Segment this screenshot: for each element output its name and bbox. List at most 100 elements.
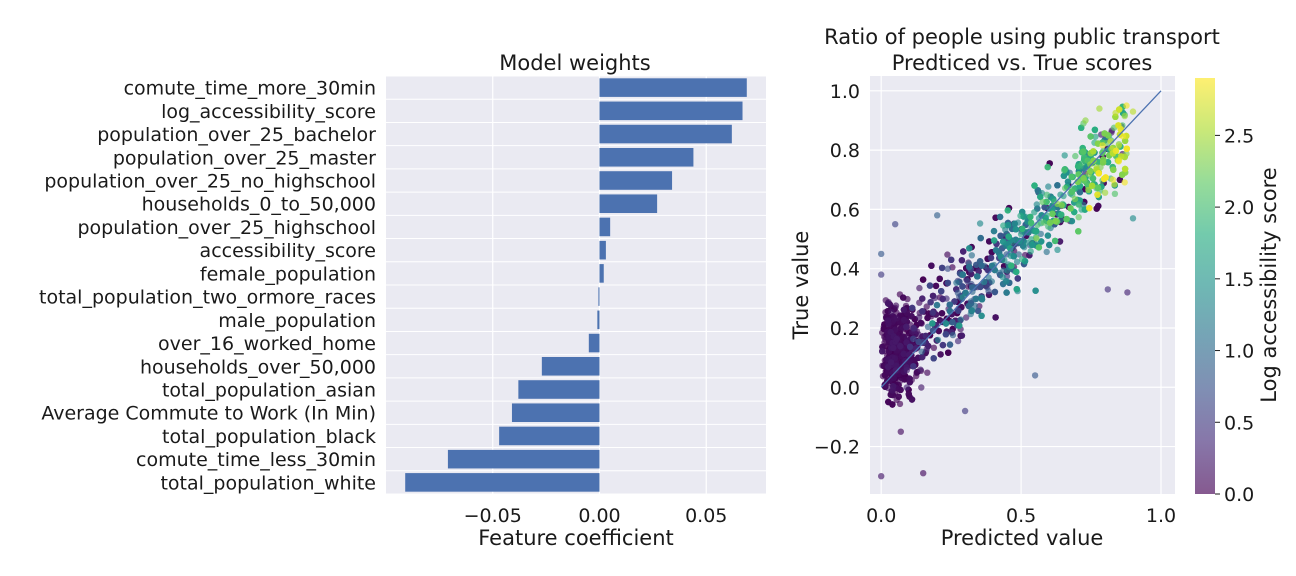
- scatter-point: [1003, 278, 1010, 285]
- scatter-point: [1043, 191, 1051, 198]
- scatter-point: [1052, 217, 1059, 225]
- scatter-point: [953, 279, 960, 286]
- scatter-point: [885, 363, 892, 371]
- scatter-point: [1008, 262, 1015, 269]
- scatter-point: [903, 384, 910, 391]
- scatter-point: [1064, 178, 1072, 185]
- scatter-point: [1058, 202, 1065, 209]
- scatter-point: [1027, 248, 1034, 255]
- scatter-point: [1014, 219, 1022, 226]
- scatter-point: [954, 289, 962, 297]
- bar: [405, 473, 600, 492]
- scatter-point: [978, 312, 985, 319]
- scatter-point: [900, 316, 908, 324]
- scatter-point: [1119, 133, 1127, 140]
- scatter-point: [999, 238, 1007, 245]
- scatter-point: [1007, 252, 1014, 260]
- scatter-point: [942, 320, 950, 327]
- scatter-point: [933, 301, 941, 309]
- scatter-point: [1060, 192, 1067, 200]
- scatter-point: [900, 306, 908, 313]
- scatter-point: [1058, 211, 1065, 218]
- scatter-point: [1080, 174, 1087, 182]
- scatter-point: [887, 359, 895, 366]
- scatter-point: [968, 252, 975, 259]
- scatter-point: [1038, 238, 1045, 245]
- bar-category-label: households_over_50,000: [140, 356, 376, 378]
- scatter-point: [971, 302, 978, 309]
- scatter-point: [1004, 207, 1011, 214]
- scatter-point: [923, 346, 930, 353]
- scatter-point: [984, 284, 991, 291]
- scatter-point: [882, 380, 889, 387]
- bar: [588, 333, 600, 353]
- scatter-point: [888, 308, 895, 316]
- scatter-point: [919, 308, 926, 315]
- scatter-point: [976, 220, 984, 227]
- bar-category-label: over_16_worked_home: [158, 333, 376, 355]
- scatter-point: [974, 273, 981, 280]
- scatter-point: [897, 428, 904, 435]
- colorbar-label: Log accessibility score: [1257, 167, 1281, 402]
- scatter-point: [917, 366, 924, 373]
- bar: [599, 147, 694, 167]
- bar-category-label: accessibility_score: [200, 240, 376, 262]
- scatter-point: [959, 283, 966, 290]
- scatter-chart: Ratio of people using public transport P…: [789, 25, 1220, 550]
- scatter-y-tick-label: 1.0: [830, 81, 860, 103]
- scatter-point: [990, 227, 998, 235]
- scatter-point: [978, 262, 985, 269]
- scatter-point: [878, 250, 885, 258]
- scatter-y-tick-label: −0.2: [814, 437, 860, 459]
- scatter-point: [1085, 170, 1093, 177]
- scatter-point: [1013, 268, 1020, 276]
- bar: [599, 124, 732, 144]
- scatter-point: [987, 254, 995, 262]
- scatter-point: [1112, 147, 1120, 154]
- scatter-point: [1041, 204, 1048, 211]
- scatter-point: [967, 270, 975, 278]
- scatter-point: [1019, 225, 1026, 233]
- scatter-point: [992, 314, 999, 321]
- scatter-y-axis-label: True value: [789, 231, 813, 341]
- bar: [597, 310, 600, 330]
- scatter-point: [917, 319, 924, 327]
- colorbar-tick-label: 1.0: [1224, 341, 1254, 363]
- colorbar-tick-label: 1.5: [1224, 269, 1254, 291]
- scatter-point: [1031, 209, 1038, 216]
- bar: [599, 240, 606, 260]
- bar: [518, 380, 600, 399]
- scatter-point: [1104, 286, 1112, 293]
- scatter-point: [977, 283, 984, 291]
- scatter-point: [1013, 258, 1021, 265]
- scatter-point: [893, 335, 900, 343]
- scatter-point: [918, 384, 925, 391]
- scatter-point: [938, 288, 945, 295]
- scatter-point: [1012, 226, 1020, 233]
- scatter-point: [1033, 201, 1041, 208]
- scatter-point: [1027, 213, 1034, 221]
- scatter-point: [1031, 372, 1039, 379]
- scatter-point: [966, 245, 973, 252]
- scatter-point: [879, 362, 886, 369]
- bar-category-label: Average Commute to Work (In Min): [41, 403, 376, 425]
- scatter-point: [957, 316, 965, 323]
- scatter-point: [906, 343, 914, 350]
- scatter-point: [931, 294, 938, 302]
- scatter-point: [1121, 112, 1128, 120]
- scatter-point: [1017, 230, 1025, 238]
- scatter-point: [955, 307, 962, 314]
- bar: [599, 101, 743, 121]
- scatter-point: [1101, 189, 1109, 196]
- scatter-point: [1037, 193, 1044, 201]
- bar: [598, 287, 600, 306]
- scatter-point: [1009, 238, 1016, 245]
- scatter-point: [1049, 210, 1056, 217]
- scatter-point: [1056, 238, 1064, 245]
- scatter-point: [909, 335, 917, 343]
- scatter-point: [1099, 159, 1107, 166]
- scatter-point: [992, 247, 1000, 254]
- scatter-point: [1111, 181, 1118, 188]
- scatter-point: [1001, 257, 1008, 264]
